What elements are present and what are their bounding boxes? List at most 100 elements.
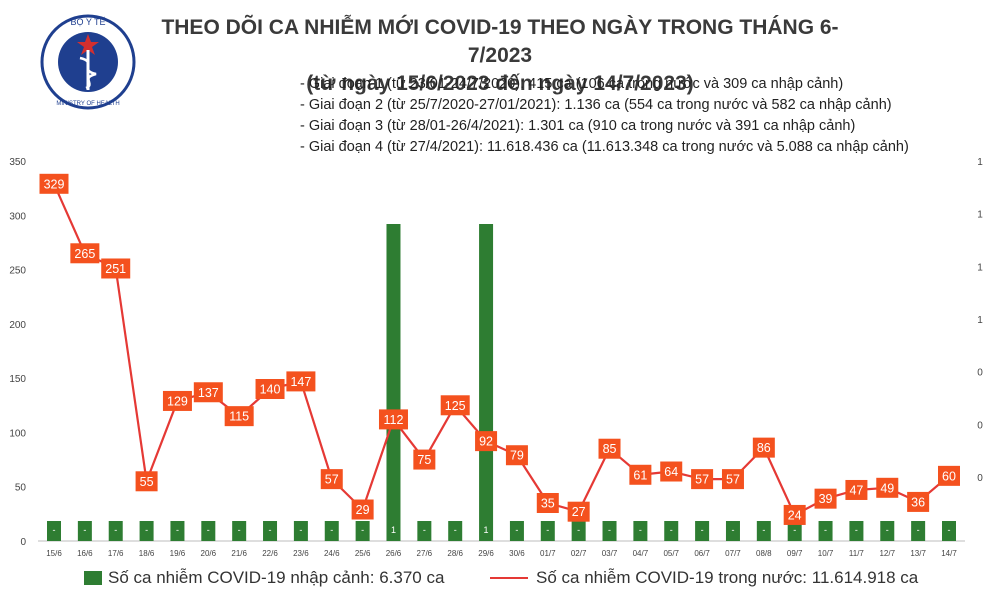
x-tick-label: 25/6 bbox=[355, 549, 371, 558]
import-bar bbox=[386, 224, 401, 541]
x-tick-label: 30/6 bbox=[509, 549, 525, 558]
y-left-tick-label: 350 bbox=[9, 157, 26, 168]
stage-note-4: - Giai đoạn 4 (từ 27/4/2021): 11.618.436… bbox=[300, 139, 909, 155]
stage-note-1: - Giai đoạn 1 (từ 23/01-24/7/2020): 415 … bbox=[300, 76, 844, 92]
import-bar bbox=[509, 521, 524, 541]
domestic-data-label-bg bbox=[660, 461, 683, 482]
import-bar bbox=[139, 521, 154, 541]
import-bar bbox=[448, 521, 463, 541]
domestic-data-label: 75 bbox=[417, 453, 431, 467]
domestic-data-label-bg bbox=[193, 382, 223, 403]
import-bar bbox=[324, 521, 339, 541]
logo-top-text: BỘ Y TẾ bbox=[70, 17, 105, 27]
legend-bar-swatch bbox=[84, 571, 102, 585]
x-tick-label: 26/6 bbox=[386, 549, 402, 558]
domestic-data-label-bg bbox=[351, 499, 374, 520]
domestic-data-label: 55 bbox=[140, 475, 154, 489]
x-tick-label: 28/6 bbox=[447, 549, 463, 558]
domestic-data-label: 27 bbox=[572, 505, 586, 519]
domestic-data-label: 265 bbox=[74, 247, 95, 261]
domestic-data-label-bg bbox=[907, 491, 930, 512]
import-bar-label: - bbox=[83, 525, 86, 535]
legend-line-label: Số ca nhiễm COVID-19 trong nước: 11.614.… bbox=[536, 568, 919, 587]
domestic-data-label-bg bbox=[135, 471, 158, 492]
legend-line-swatch bbox=[490, 577, 528, 579]
y-right-tick-label: 1 bbox=[977, 315, 983, 326]
y-left-tick-label: 200 bbox=[9, 320, 26, 331]
domestic-data-label-bg bbox=[567, 501, 590, 522]
x-tick-label: 11/7 bbox=[849, 549, 865, 558]
import-bar-label: - bbox=[269, 525, 272, 535]
domestic-data-label: 61 bbox=[633, 468, 647, 482]
domestic-data-label: 112 bbox=[384, 413, 404, 427]
y-right-tick-label: 0 bbox=[977, 368, 983, 379]
import-bar-label: - bbox=[454, 525, 457, 535]
import-bar bbox=[880, 521, 895, 541]
domestic-data-label-bg bbox=[320, 469, 343, 490]
domestic-data-label: 57 bbox=[325, 473, 339, 487]
x-tick-label: 05/7 bbox=[663, 549, 679, 558]
import-bar bbox=[47, 521, 61, 541]
domestic-cases-line bbox=[52, 183, 950, 517]
y-left-tick-label: 300 bbox=[9, 211, 26, 222]
domestic-data-label-bg bbox=[814, 488, 837, 509]
x-tick-label: 02/7 bbox=[571, 549, 587, 558]
import-bar-label: - bbox=[855, 525, 858, 535]
import-bar bbox=[479, 224, 494, 541]
domestic-data-label: 49 bbox=[880, 481, 894, 495]
import-bar bbox=[602, 521, 617, 541]
domestic-data-label: 86 bbox=[757, 441, 771, 455]
y-right-tick-label: 1 bbox=[977, 262, 983, 273]
import-bar-label: - bbox=[176, 525, 179, 535]
import-bar bbox=[540, 521, 555, 541]
x-tick-label: 09/7 bbox=[787, 549, 803, 558]
x-tick-label: 16/6 bbox=[77, 549, 93, 558]
x-tick-label: 23/6 bbox=[293, 549, 309, 558]
import-bar bbox=[911, 521, 926, 541]
title-line-1: THEO DÕI CA NHIỄM MỚI COVID-19 THEO NGÀY… bbox=[161, 16, 839, 67]
import-bar-label: - bbox=[701, 525, 704, 535]
import-bar bbox=[201, 521, 216, 541]
domestic-data-label-bg bbox=[475, 431, 498, 452]
x-tick-label: 08/8 bbox=[756, 549, 772, 558]
import-bar-label: 1 bbox=[484, 525, 489, 535]
x-tick-label: 22/6 bbox=[262, 549, 278, 558]
import-bar-label: - bbox=[731, 525, 734, 535]
import-bar-label: - bbox=[608, 525, 611, 535]
domestic-data-label-bg bbox=[286, 371, 316, 392]
import-bar bbox=[942, 521, 956, 541]
domestic-data-label-bg bbox=[783, 504, 806, 525]
import-bar bbox=[417, 521, 432, 541]
domestic-data-label-bg bbox=[505, 445, 528, 466]
y-right-tick-label: 1 bbox=[977, 157, 983, 168]
domestic-data-label-bg bbox=[440, 395, 470, 416]
domestic-data-label-bg bbox=[255, 379, 285, 399]
domestic-data-label: 39 bbox=[819, 492, 833, 506]
import-bar bbox=[170, 521, 185, 541]
import-bar-label: 1 bbox=[391, 525, 396, 535]
domestic-data-label: 251 bbox=[105, 262, 126, 276]
y-right-tick-label: 1 bbox=[977, 210, 983, 221]
y-left-tick-label: 250 bbox=[9, 266, 26, 277]
domestic-data-label: 24 bbox=[788, 508, 802, 522]
import-bar-label: - bbox=[824, 525, 827, 535]
domestic-data-label-bg bbox=[536, 493, 559, 513]
y-left-tick-label: 50 bbox=[15, 483, 27, 494]
import-bar bbox=[77, 521, 92, 541]
stage-notes: - Giai đoạn 1 (từ 23/01-24/7/2020): 415 … bbox=[300, 74, 909, 158]
import-bar-label: - bbox=[361, 525, 364, 535]
domestic-data-label-bg bbox=[721, 469, 744, 490]
import-bar-label: - bbox=[546, 525, 549, 535]
domestic-data-label: 92 bbox=[479, 435, 493, 449]
import-bar-label: - bbox=[793, 525, 796, 535]
legend-line-entry: Số ca nhiễm COVID-19 trong nước: 11.614.… bbox=[490, 568, 918, 588]
domestic-data-label-bg bbox=[70, 243, 100, 264]
chart-title: THEO DÕI CA NHIỄM MỚI COVID-19 THEO NGÀY… bbox=[150, 14, 850, 98]
domestic-data-label-bg bbox=[39, 173, 69, 194]
import-bar-label: - bbox=[238, 525, 241, 535]
import-bar-label: - bbox=[207, 525, 210, 535]
domestic-data-label-bg bbox=[691, 469, 714, 490]
domestic-data-label-bg bbox=[876, 477, 899, 498]
import-bar bbox=[787, 521, 802, 541]
domestic-data-label: 57 bbox=[695, 473, 709, 487]
